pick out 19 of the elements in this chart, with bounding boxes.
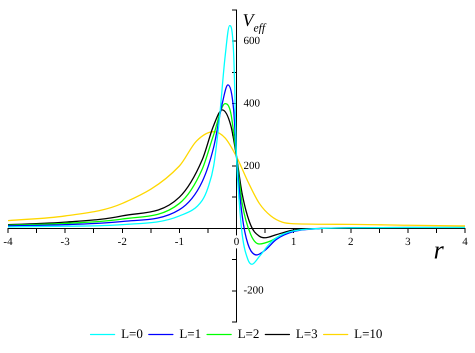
x-tick-label: 2 bbox=[348, 236, 354, 248]
legend-label: L=3 bbox=[296, 326, 318, 341]
y-tick-label: 600 bbox=[244, 35, 260, 48]
legend-label: L=10 bbox=[354, 326, 382, 341]
x-tick-label: -1 bbox=[174, 236, 184, 248]
y-tick-label: 200 bbox=[244, 160, 260, 172]
x-tick-label: -4 bbox=[3, 236, 14, 248]
x-axis-title: r bbox=[434, 235, 445, 264]
x-tick-label: 3 bbox=[405, 236, 412, 248]
legend-label: L=0 bbox=[121, 326, 143, 341]
x-tick-label: 0 bbox=[234, 236, 240, 248]
y-tick-label: -200 bbox=[244, 284, 264, 297]
legend-label: L=1 bbox=[179, 326, 202, 341]
legend-label: L=2 bbox=[238, 326, 260, 341]
y-tick-label: 400 bbox=[244, 97, 260, 110]
x-tick-label: -2 bbox=[118, 236, 127, 248]
x-tick-label: 1 bbox=[290, 236, 296, 248]
x-tick-label: -3 bbox=[60, 236, 70, 248]
x-tick-label: 4 bbox=[462, 236, 468, 248]
